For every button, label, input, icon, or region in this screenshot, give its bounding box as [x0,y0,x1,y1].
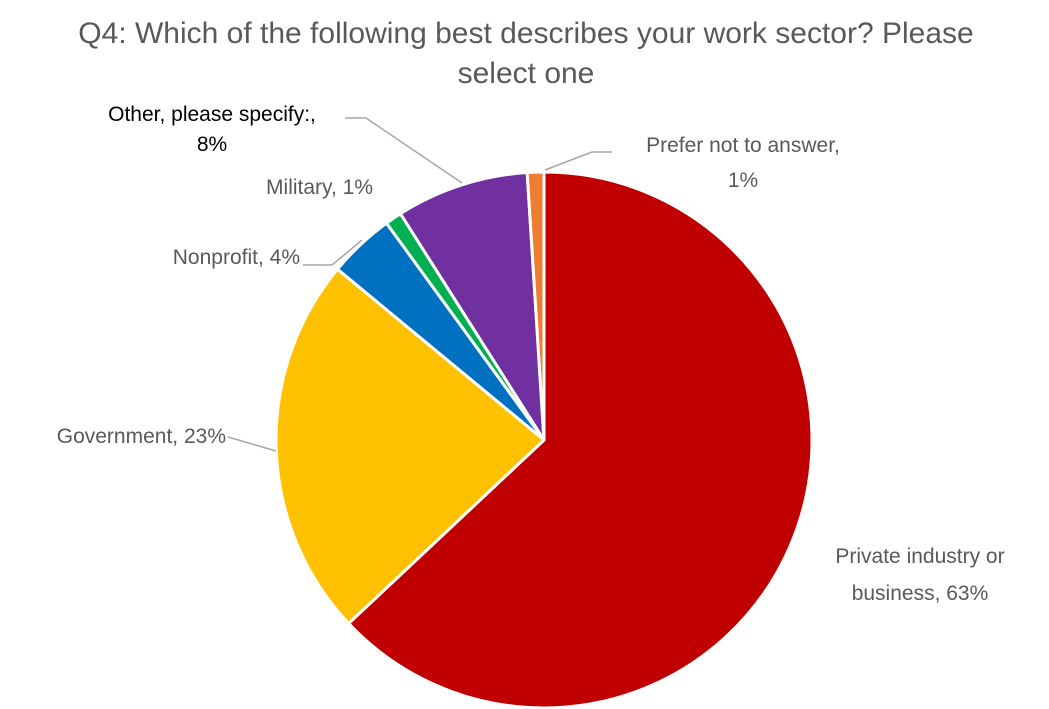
label-other-line-1: Other, please specify:, [108,103,316,126]
leader-line-prefer-not [544,151,612,171]
leader-line-government [227,436,277,452]
chart-title-line-1: Q4: Which of the following best describe… [78,17,973,50]
pie-slice-other [398,171,546,442]
data-labels: Private industry or business, 63% Govern… [57,103,1005,605]
pie-slices [274,170,814,709]
pie-slice-government [274,267,546,625]
pie-slice-private-industry [347,170,814,709]
label-nonprofit: Nonprofit, 4% [173,246,300,269]
leader-lines [227,117,612,452]
leader-line-other [345,117,463,184]
pie-slice-prefer-not-to-answer [525,170,546,442]
label-private-line-1: Private industry or [835,545,1004,568]
chart-title-line-2: select one [458,57,595,90]
label-private-line-2: business, 63% [852,582,989,605]
label-prefer-not-line-2: 1% [728,169,758,192]
label-prefer-not-line-1: Prefer not to answer, [646,134,840,157]
label-other-line-2: 8% [197,133,227,156]
label-military: Military, 1% [266,176,373,199]
label-government: Government, 23% [57,425,226,448]
leader-line-nonprofit [303,239,363,266]
chart-title: Q4: Which of the following best describe… [78,17,973,90]
